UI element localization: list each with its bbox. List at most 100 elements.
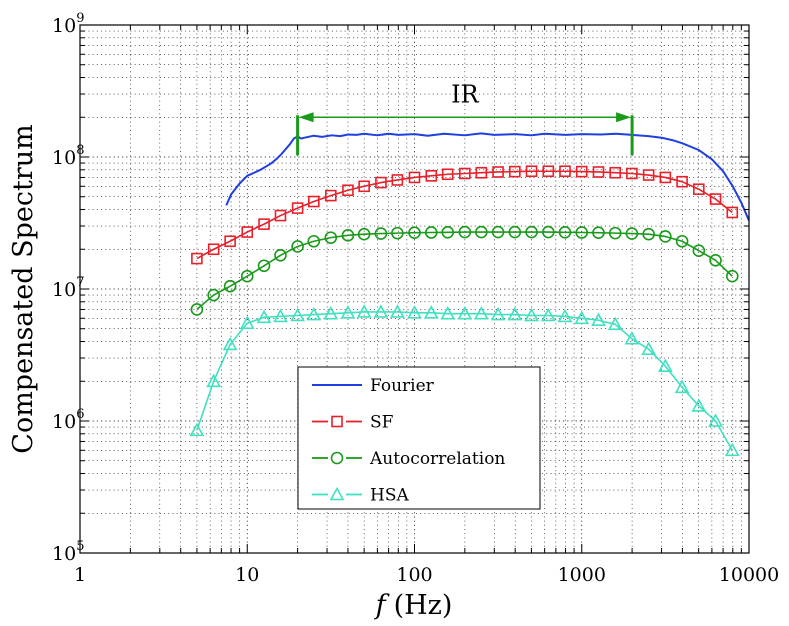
data-point-sf [291,202,304,214]
ir-label: IR [451,80,479,108]
ir-arrow-right [616,112,632,123]
x-tick-label: 10 [235,564,259,586]
data-point-sf [274,209,287,222]
x-tick-label: 10000 [719,564,779,586]
data-point-hsa [708,413,723,427]
data-point-sf [258,218,270,230]
y-tick-base: 10 [52,147,76,169]
legend-label: HSA [370,486,409,506]
data-point-autocorrelation [274,249,287,262]
data-point-autocorrelation [608,226,622,240]
x-tick-label: 1000 [558,564,606,586]
data-point-autocorrelation [725,269,739,283]
x-tick-labels: 1 10 100 1000 10000 [74,564,779,586]
data-point-hsa [557,308,573,323]
data-point-hsa [189,422,205,437]
data-point-autocorrelation [692,244,706,258]
y-tick-base: 10 [52,543,76,565]
x-axis-unit: (Hz) [394,590,453,621]
y-tick-exponent: 9 [76,11,84,26]
data-point-autocorrelation [625,227,639,240]
data-point-hsa [340,305,356,319]
series-line-hsa [196,311,733,451]
data-point-autocorrelation [223,279,237,293]
legend-label: SF [370,413,394,433]
y-tick-label: 108 [52,143,84,169]
y-axis-label: Compensated Spectrum [8,124,39,453]
x-tick-label: 1 [74,564,86,586]
data-point-sf [441,168,454,181]
data-point-hsa [658,358,673,373]
data-point-autocorrelation [491,225,505,239]
data-point-autocorrelation [357,227,371,241]
data-point-hsa [724,442,740,457]
legend-marker [331,415,343,428]
data-point-hsa [423,305,439,319]
y-tick-base: 10 [52,411,76,433]
data-point-autocorrelation [508,225,522,239]
data-point-sf [224,235,236,248]
data-point-hsa [239,315,255,330]
y-tick-label: 106 [52,407,84,433]
data-point-sf [609,166,622,179]
data-point-autocorrelation [542,225,555,239]
data-point-sf [408,171,421,184]
ir-annotation: IR [296,80,634,156]
data-point-sf [726,206,739,219]
data-point-hsa [607,316,623,331]
data-point-autocorrelation [307,234,321,248]
x-tick-label: 100 [396,564,432,586]
data-point-sf [325,189,337,202]
data-point-sf [626,167,638,180]
data-point-hsa [206,373,222,388]
data-point-autocorrelation [324,231,338,244]
data-point-hsa [641,341,657,355]
data-point-hsa [222,336,238,351]
legend-item-autocorrelation: Autocorrelation [312,449,505,469]
data-point-autocorrelation [190,303,204,316]
data-point-autocorrelation [709,253,722,267]
data-point-sf [475,166,488,179]
data-point-hsa [574,310,590,325]
data-point-hsa [524,307,539,322]
data-point-autocorrelation [642,227,655,241]
data-point-hsa [356,304,372,318]
legend-label: Fourier [370,376,435,396]
series-sf [191,165,739,265]
data-point-sf [358,180,370,193]
series-hsa [189,304,740,457]
data-point-hsa [306,306,322,321]
data-point-autocorrelation [525,225,538,239]
x-axis-variable: f [374,590,390,621]
data-point-sf [241,226,254,238]
legend-item-sf: SF [312,413,394,433]
y-tick-exponent: 8 [76,143,84,158]
data-point-autocorrelation [207,288,220,302]
data-point-autocorrelation [475,225,488,239]
data-point-hsa [473,306,489,320]
data-point-hsa [540,307,556,322]
legend-marker [330,451,344,465]
y-tick-exponent: 7 [76,275,84,290]
data-point-sf [542,165,555,178]
data-point-hsa [624,331,640,345]
x-axis-label: f (Hz) [374,590,453,621]
data-point-sf [191,252,203,265]
data-point-autocorrelation [558,225,572,239]
data-point-sf [308,195,320,208]
data-point-sf [592,166,605,178]
data-point-autocorrelation [240,269,254,283]
data-point-sf [709,193,722,205]
series-line-fourier [225,132,749,221]
data-point-autocorrelation [441,225,455,239]
data-point-sf [375,176,387,189]
legend-item-fourier: Fourier [312,376,435,396]
data-point-sf [492,166,504,178]
y-tick-label: 107 [52,275,84,301]
data-point-hsa [591,312,606,327]
y-tick-base: 10 [52,15,76,37]
data-point-autocorrelation [575,226,589,239]
data-point-autocorrelation [341,229,355,242]
axis-ticks [79,24,750,554]
data-point-hsa [273,308,288,323]
